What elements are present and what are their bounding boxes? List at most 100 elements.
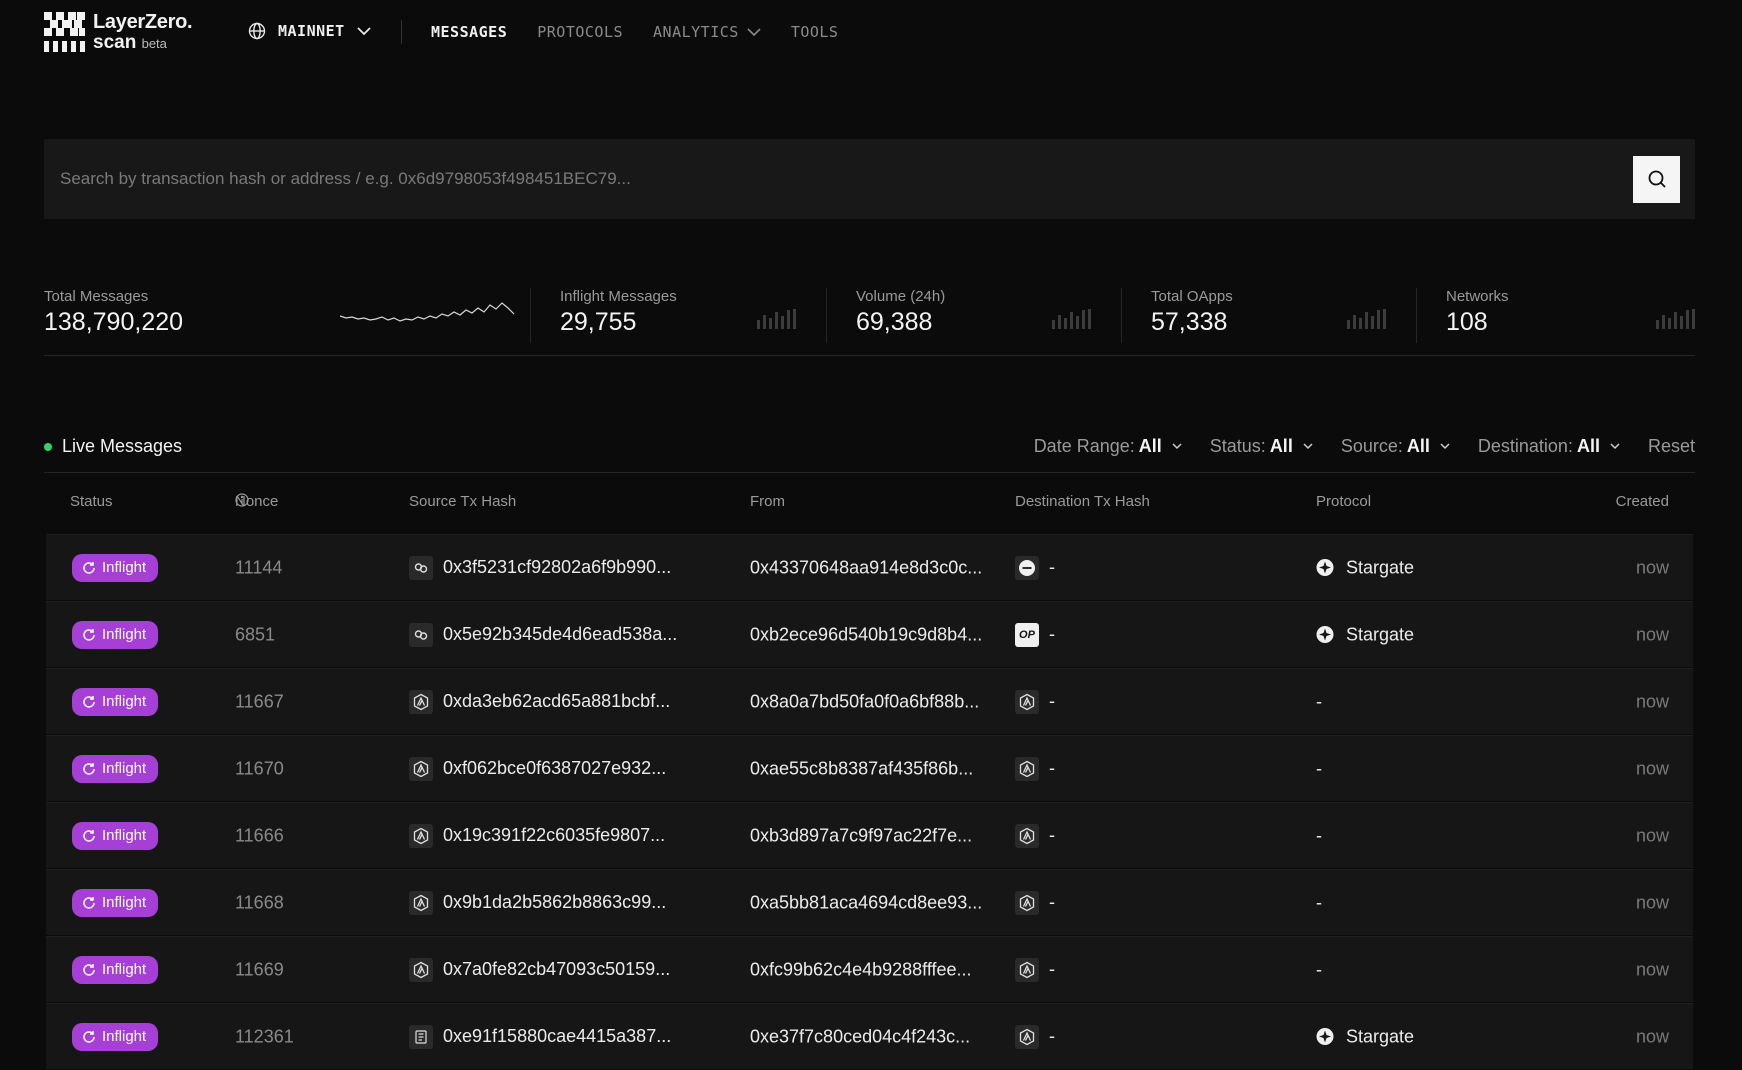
top-header: LayerZero. scan beta MAINNET MESSAGES PR…: [0, 0, 1742, 64]
table-row-8[interactable]: Inflight 112361 0xe91f15880cae4415a387..…: [46, 1003, 1693, 1069]
table-row-3[interactable]: Inflight 11667 0xda3eb62acd65a881bcbf...…: [46, 668, 1693, 734]
destination-tx-hash-text: -: [1049, 557, 1055, 577]
protocol-cell[interactable]: Stargate: [1316, 557, 1414, 578]
source-tx-hash[interactable]: 0xda3eb62acd65a881bcbf...: [409, 689, 670, 714]
column-nonce-label: Nonce: [235, 493, 279, 510]
source-tx-hash[interactable]: 0x5e92b345de4d6ead538a...: [409, 622, 677, 647]
stat-label: Total OApps: [1151, 288, 1233, 305]
nav-messages[interactable]: MESSAGES: [431, 23, 507, 41]
filter-status[interactable]: Status: All: [1210, 436, 1313, 457]
nonce-value: 11667: [235, 691, 284, 711]
protocol-cell[interactable]: Stargate: [1316, 624, 1414, 645]
search-button[interactable]: [1633, 155, 1680, 203]
from-address[interactable]: 0xae55c8b8387af435f86b...: [750, 758, 974, 778]
created-time: now: [1635, 1026, 1669, 1046]
stat-value: 69,388: [856, 308, 933, 336]
status-label: Inflight: [102, 894, 147, 911]
nav-protocols[interactable]: PROTOCOLS: [537, 23, 623, 41]
destination-tx-hash-text: -: [1049, 691, 1055, 711]
nav-analytics[interactable]: ANALYTICS: [653, 23, 761, 41]
chain-minus-icon: [1015, 555, 1039, 580]
destination-tx-hash[interactable]: -: [1015, 890, 1055, 915]
nonce-value: 11144: [235, 557, 283, 577]
table-row-5[interactable]: Inflight 11666 0x19c391f22c6035fe9807...…: [46, 802, 1693, 868]
status-badge: Inflight: [72, 888, 159, 917]
refresh-icon: [83, 762, 95, 775]
stat-label: Total Messages: [44, 288, 149, 305]
from-address[interactable]: 0xa5bb81aca4694cd8ee93...: [750, 892, 983, 912]
search-input[interactable]: [44, 139, 1633, 219]
table-row-4[interactable]: Inflight 11670 0xf062bce0f6387027e932...…: [46, 735, 1693, 801]
source-tx-hash[interactable]: 0x3f5231cf92802a6f9b990...: [409, 555, 671, 580]
filter-source[interactable]: Source: All: [1341, 436, 1450, 457]
source-tx-hash[interactable]: 0x9b1da2b5862b8863c99...: [409, 890, 666, 915]
table-row-2[interactable]: Inflight 6851 0x5e92b345de4d6ead538a... …: [46, 601, 1693, 667]
refresh-icon: [83, 896, 95, 909]
status-label: Inflight: [102, 1028, 147, 1045]
created-time: now: [1635, 557, 1669, 577]
protocol-cell[interactable]: Stargate: [1316, 1026, 1414, 1047]
destination-tx-hash-text: -: [1049, 825, 1055, 845]
globe-icon: [248, 22, 266, 40]
messages-sparkline: [340, 302, 515, 322]
chain-op-icon: OP: [1015, 622, 1039, 647]
destination-tx-hash[interactable]: -: [1015, 1024, 1055, 1049]
source-tx-hash[interactable]: 0x19c391f22c6035fe9807...: [409, 823, 666, 848]
protocol-cell[interactable]: -: [1316, 825, 1322, 846]
protocol-cell[interactable]: -: [1316, 691, 1322, 712]
filter-destination[interactable]: Destination: All: [1478, 436, 1620, 457]
nonce-value: 112361: [235, 1026, 294, 1046]
status-label: Inflight: [102, 760, 147, 777]
protocol-cell[interactable]: -: [1316, 892, 1322, 913]
table-row-6[interactable]: Inflight 11668 0x9b1da2b5862b8863c99... …: [46, 869, 1693, 935]
toolbar-divider: [44, 472, 1695, 473]
reset-filters-button[interactable]: Reset: [1648, 436, 1695, 457]
protocol-name: -: [1316, 691, 1322, 711]
destination-tx-hash[interactable]: -: [1015, 756, 1055, 781]
nonce-value: 11666: [235, 825, 284, 845]
from-address[interactable]: 0xe37f7c80ced04c4f243c...: [750, 1026, 971, 1046]
column-nonce: Nonce: [235, 493, 278, 510]
nav-tools[interactable]: TOOLS: [791, 23, 839, 41]
filter-label: Destination:: [1477, 436, 1573, 456]
refresh-icon: [83, 561, 95, 574]
from-address[interactable]: 0xb2ece96d540b19c9d8b4...: [750, 624, 983, 644]
from-address[interactable]: 0xb3d897a7c9f97ac22f7e...: [750, 825, 973, 845]
from-address[interactable]: 0x8a0a7bd50fa0f0a6bf88b...: [750, 691, 980, 711]
status-label: Inflight: [102, 559, 147, 576]
network-selector[interactable]: MAINNET: [248, 22, 371, 40]
source-tx-hash[interactable]: 0xf062bce0f6387027e932...: [409, 756, 666, 781]
chain-arbitrum-icon: [409, 689, 433, 714]
chevron-down-icon: [1440, 443, 1450, 450]
from-address[interactable]: 0xfc99b62c4e4b9288fffee...: [750, 959, 972, 979]
created-time: now: [1635, 758, 1669, 778]
protocol-cell[interactable]: -: [1316, 758, 1322, 779]
bars-icon: [757, 309, 796, 329]
protocol-name: -: [1316, 959, 1322, 979]
destination-tx-hash[interactable]: -: [1015, 555, 1055, 580]
table-row-1[interactable]: Inflight 11144 0x3f5231cf92802a6f9b990..…: [46, 534, 1693, 600]
info-icon[interactable]: [235, 493, 249, 507]
filter-value: All: [1406, 436, 1430, 456]
source-tx-hash[interactable]: 0xe91f15880cae4415a387...: [409, 1024, 671, 1049]
status-badge: Inflight: [72, 821, 159, 850]
protocol-name: -: [1316, 892, 1322, 912]
filter-value: All: [1269, 436, 1293, 456]
layerzero-scan-logo[interactable]: LayerZero. scan beta: [44, 12, 193, 52]
table-row-7[interactable]: Inflight 11669 0x7a0fe82cb47093c50159...…: [46, 936, 1693, 1002]
column-from: From: [750, 493, 785, 510]
column-destination-tx-hash: Destination Tx Hash: [1015, 493, 1150, 510]
destination-tx-hash[interactable]: OP -: [1015, 622, 1055, 647]
created-time: now: [1635, 892, 1669, 912]
destination-tx-hash[interactable]: -: [1015, 957, 1055, 982]
nonce-value: 11669: [235, 959, 284, 979]
protocol-cell[interactable]: -: [1316, 959, 1322, 980]
destination-tx-hash[interactable]: -: [1015, 823, 1055, 848]
source-tx-hash[interactable]: 0x7a0fe82cb47093c50159...: [409, 957, 670, 982]
filter-date-range[interactable]: Date Range: All: [1034, 436, 1182, 457]
from-address[interactable]: 0x43370648aa914e8d3c0c...: [750, 557, 983, 577]
stat-networks: Networks 108: [1416, 288, 1695, 343]
source-tx-hash-text: 0x19c391f22c6035fe9807...: [443, 825, 666, 845]
destination-tx-hash[interactable]: -: [1015, 689, 1055, 714]
filter-bar: Date Range: All Status: All Source: All …: [1034, 436, 1695, 457]
